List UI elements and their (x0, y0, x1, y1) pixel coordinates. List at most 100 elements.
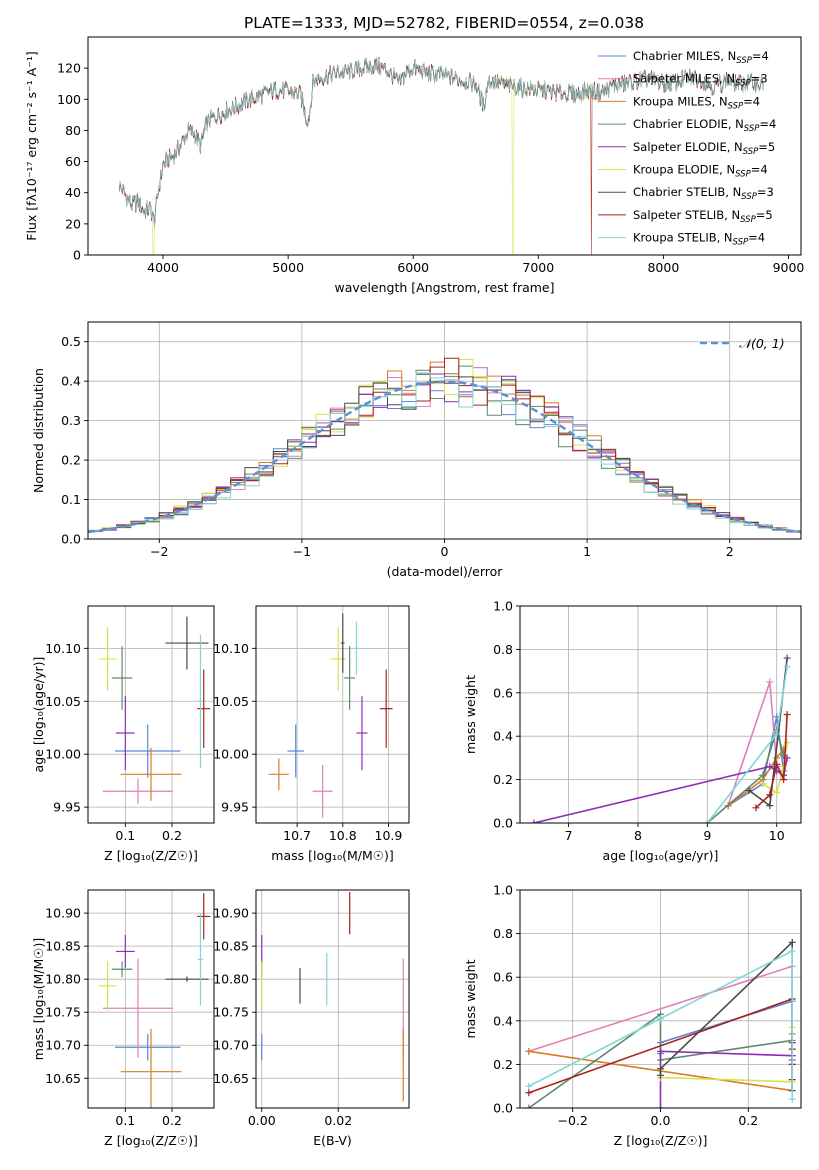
mass-weight-marker (766, 678, 774, 686)
y-tick-label: 0.0 (493, 1101, 513, 1116)
y-tick-label: 10.75 (45, 1005, 81, 1020)
mass-weight-marker (525, 1089, 533, 1097)
spectrum-panel: 4000 5000 6000 7000 8000 9000 0 20 40 60 80 100 120 w… (24, 36, 805, 295)
residual-histogram (88, 372, 801, 532)
y-tick-label: 100 (57, 92, 81, 107)
x-tick-label: 0 (441, 544, 449, 559)
error-bar-point (287, 724, 304, 778)
error-bar-point (116, 695, 135, 771)
y-tick-label: 0.0 (493, 816, 513, 831)
y-tick-label: 1.0 (493, 599, 513, 614)
error-bar-point (98, 961, 117, 1011)
error-bar-point (165, 976, 209, 982)
mass-weight-marker (530, 819, 538, 823)
x-tick-label: 0.2 (738, 1113, 758, 1128)
x-tick-label: −1 (293, 544, 311, 559)
legend-entry: Salpeter STELIB, NSSP=5 (633, 208, 773, 225)
x-tick-label: 5000 (272, 260, 304, 275)
weight-vs-age-panel: 7 8 9 10 0.0 0.2 0.4 0.6 0.8 1.0 age [log₁₀(age/yr… (463, 599, 802, 863)
y-tick-label: 0 (73, 248, 81, 263)
x-axis-label: Z [log₁₀(Z/Z☉)] (104, 1133, 198, 1148)
mass-vs-extinction-panel: 0.00 0.02 10.65 10.70 10.75 10.80 10.85 10.90 E(… (213, 889, 410, 1148)
x-tick-label: 8 (634, 828, 642, 843)
y-tick-label: 10.00 (213, 747, 249, 762)
x-tick-label: 10.8 (329, 828, 357, 843)
axes-frame (519, 605, 802, 824)
mass-weight-marker (788, 938, 796, 946)
error-bar-point (102, 958, 173, 1058)
y-tick-label: 40 (65, 185, 81, 200)
y-axis-label: age [log₁₀(age/yr)] (31, 657, 46, 773)
y-tick-label: 0.2 (61, 453, 81, 468)
error-bar-point (115, 1034, 181, 1061)
y-tick-label: 10.85 (213, 939, 249, 954)
y-tick-label: 0.4 (493, 1013, 513, 1028)
x-axis-label: age [log₁₀(age/yr)] (603, 848, 719, 863)
x-tick-label: 8000 (647, 260, 679, 275)
mass-weight-marker (657, 1047, 664, 1055)
mass-weight-marker (773, 730, 781, 738)
figure-title: PLATE=1333, MJD=52782, FIBERID=0554, z=0… (244, 14, 644, 32)
legend-entry: 𝒩(0, 1) (739, 336, 785, 351)
y-tick-label: 0.6 (493, 685, 513, 700)
y-tick-label: 10.80 (213, 972, 249, 987)
y-tick-label: 1.0 (493, 883, 513, 898)
x-tick-label: 0.2 (162, 828, 182, 843)
y-axis-label: Normed distribution (31, 368, 46, 493)
y-tick-label: 10.85 (45, 939, 81, 954)
legend-entry: Kroupa STELIB, NSSP=4 (633, 231, 765, 248)
mass-weight-marker (766, 802, 774, 810)
y-tick-label: 10.80 (45, 972, 81, 987)
x-tick-label: 1 (583, 544, 591, 559)
mass-weight-marker (788, 1095, 796, 1103)
error-bar-point (197, 634, 204, 768)
grid-lines (256, 606, 409, 823)
mass-vs-metallicity-panel: 0.1 0.2 10.65 10.70 10.75 10.80 10.85 10.90 Z [l… (31, 889, 215, 1148)
error-bar-point (197, 893, 211, 940)
legend-entry: Chabrier MILES, NSSP=4 (633, 49, 769, 66)
age-vs-metallicity-panel: 0.1 0.2 9.95 10.00 10.05 10.10 Z [log₁₀(Z/Z☉)]… (31, 605, 215, 863)
x-axis-label: Z [log₁₀(Z/Z☉)] (104, 848, 198, 863)
x-tick-label: 0.0 (651, 1113, 671, 1128)
x-tick-label: 9000 (773, 260, 805, 275)
plot-area (268, 613, 393, 818)
legend-entry: Salpeter ELODIE, NSSP=5 (633, 140, 775, 157)
residual-histogram (88, 359, 801, 532)
axes-frame (87, 605, 215, 824)
y-tick-label: 0.6 (493, 970, 513, 985)
error-bar-point (268, 758, 289, 791)
mass-weight-marker (780, 776, 788, 784)
x-tick-label: −2 (150, 544, 168, 559)
residual-histogram (88, 373, 801, 532)
legend-entry: Chabrier STELIB, NSSP=3 (633, 185, 774, 202)
y-tick-label: 10.90 (213, 906, 249, 921)
error-bar-point (356, 695, 368, 771)
mass-weight-marker (525, 1104, 533, 1108)
error-bar-point (379, 669, 393, 748)
error-bar-point (115, 724, 181, 778)
x-tick-label: 0.00 (248, 1113, 276, 1128)
mass-weight-line (528, 949, 793, 1100)
error-bar-point (312, 764, 333, 818)
mass-weight-line (706, 726, 785, 823)
y-tick-label: 0.1 (61, 492, 81, 507)
axes-frame (255, 889, 410, 1109)
plot-area (88, 357, 801, 534)
plot-area (119, 56, 764, 255)
x-tick-label: 2 (726, 544, 734, 559)
x-tick-label: 0.2 (162, 1113, 182, 1128)
error-bar-point (102, 778, 173, 804)
y-tick-label: 0.5 (61, 334, 81, 349)
plot-area (525, 938, 796, 1108)
age-vs-mass-panel: 10.7 10.8 10.9 9.95 10.00 10.05 10.10 mass [log… (213, 605, 410, 863)
y-tick-label: 0.0 (61, 532, 81, 547)
x-axis-label: E(B-V) (313, 1133, 352, 1148)
error-bar-point (197, 669, 211, 748)
plot-area (98, 893, 211, 1108)
error-bar-point (197, 913, 204, 1006)
mass-weight-marker (759, 771, 767, 779)
y-axis-label: Flux [fλ10⁻¹⁷ erg cm⁻² s⁻¹ A⁻¹] (24, 51, 39, 240)
y-tick-label: 0.3 (61, 413, 81, 428)
x-tick-label: 4000 (147, 260, 179, 275)
